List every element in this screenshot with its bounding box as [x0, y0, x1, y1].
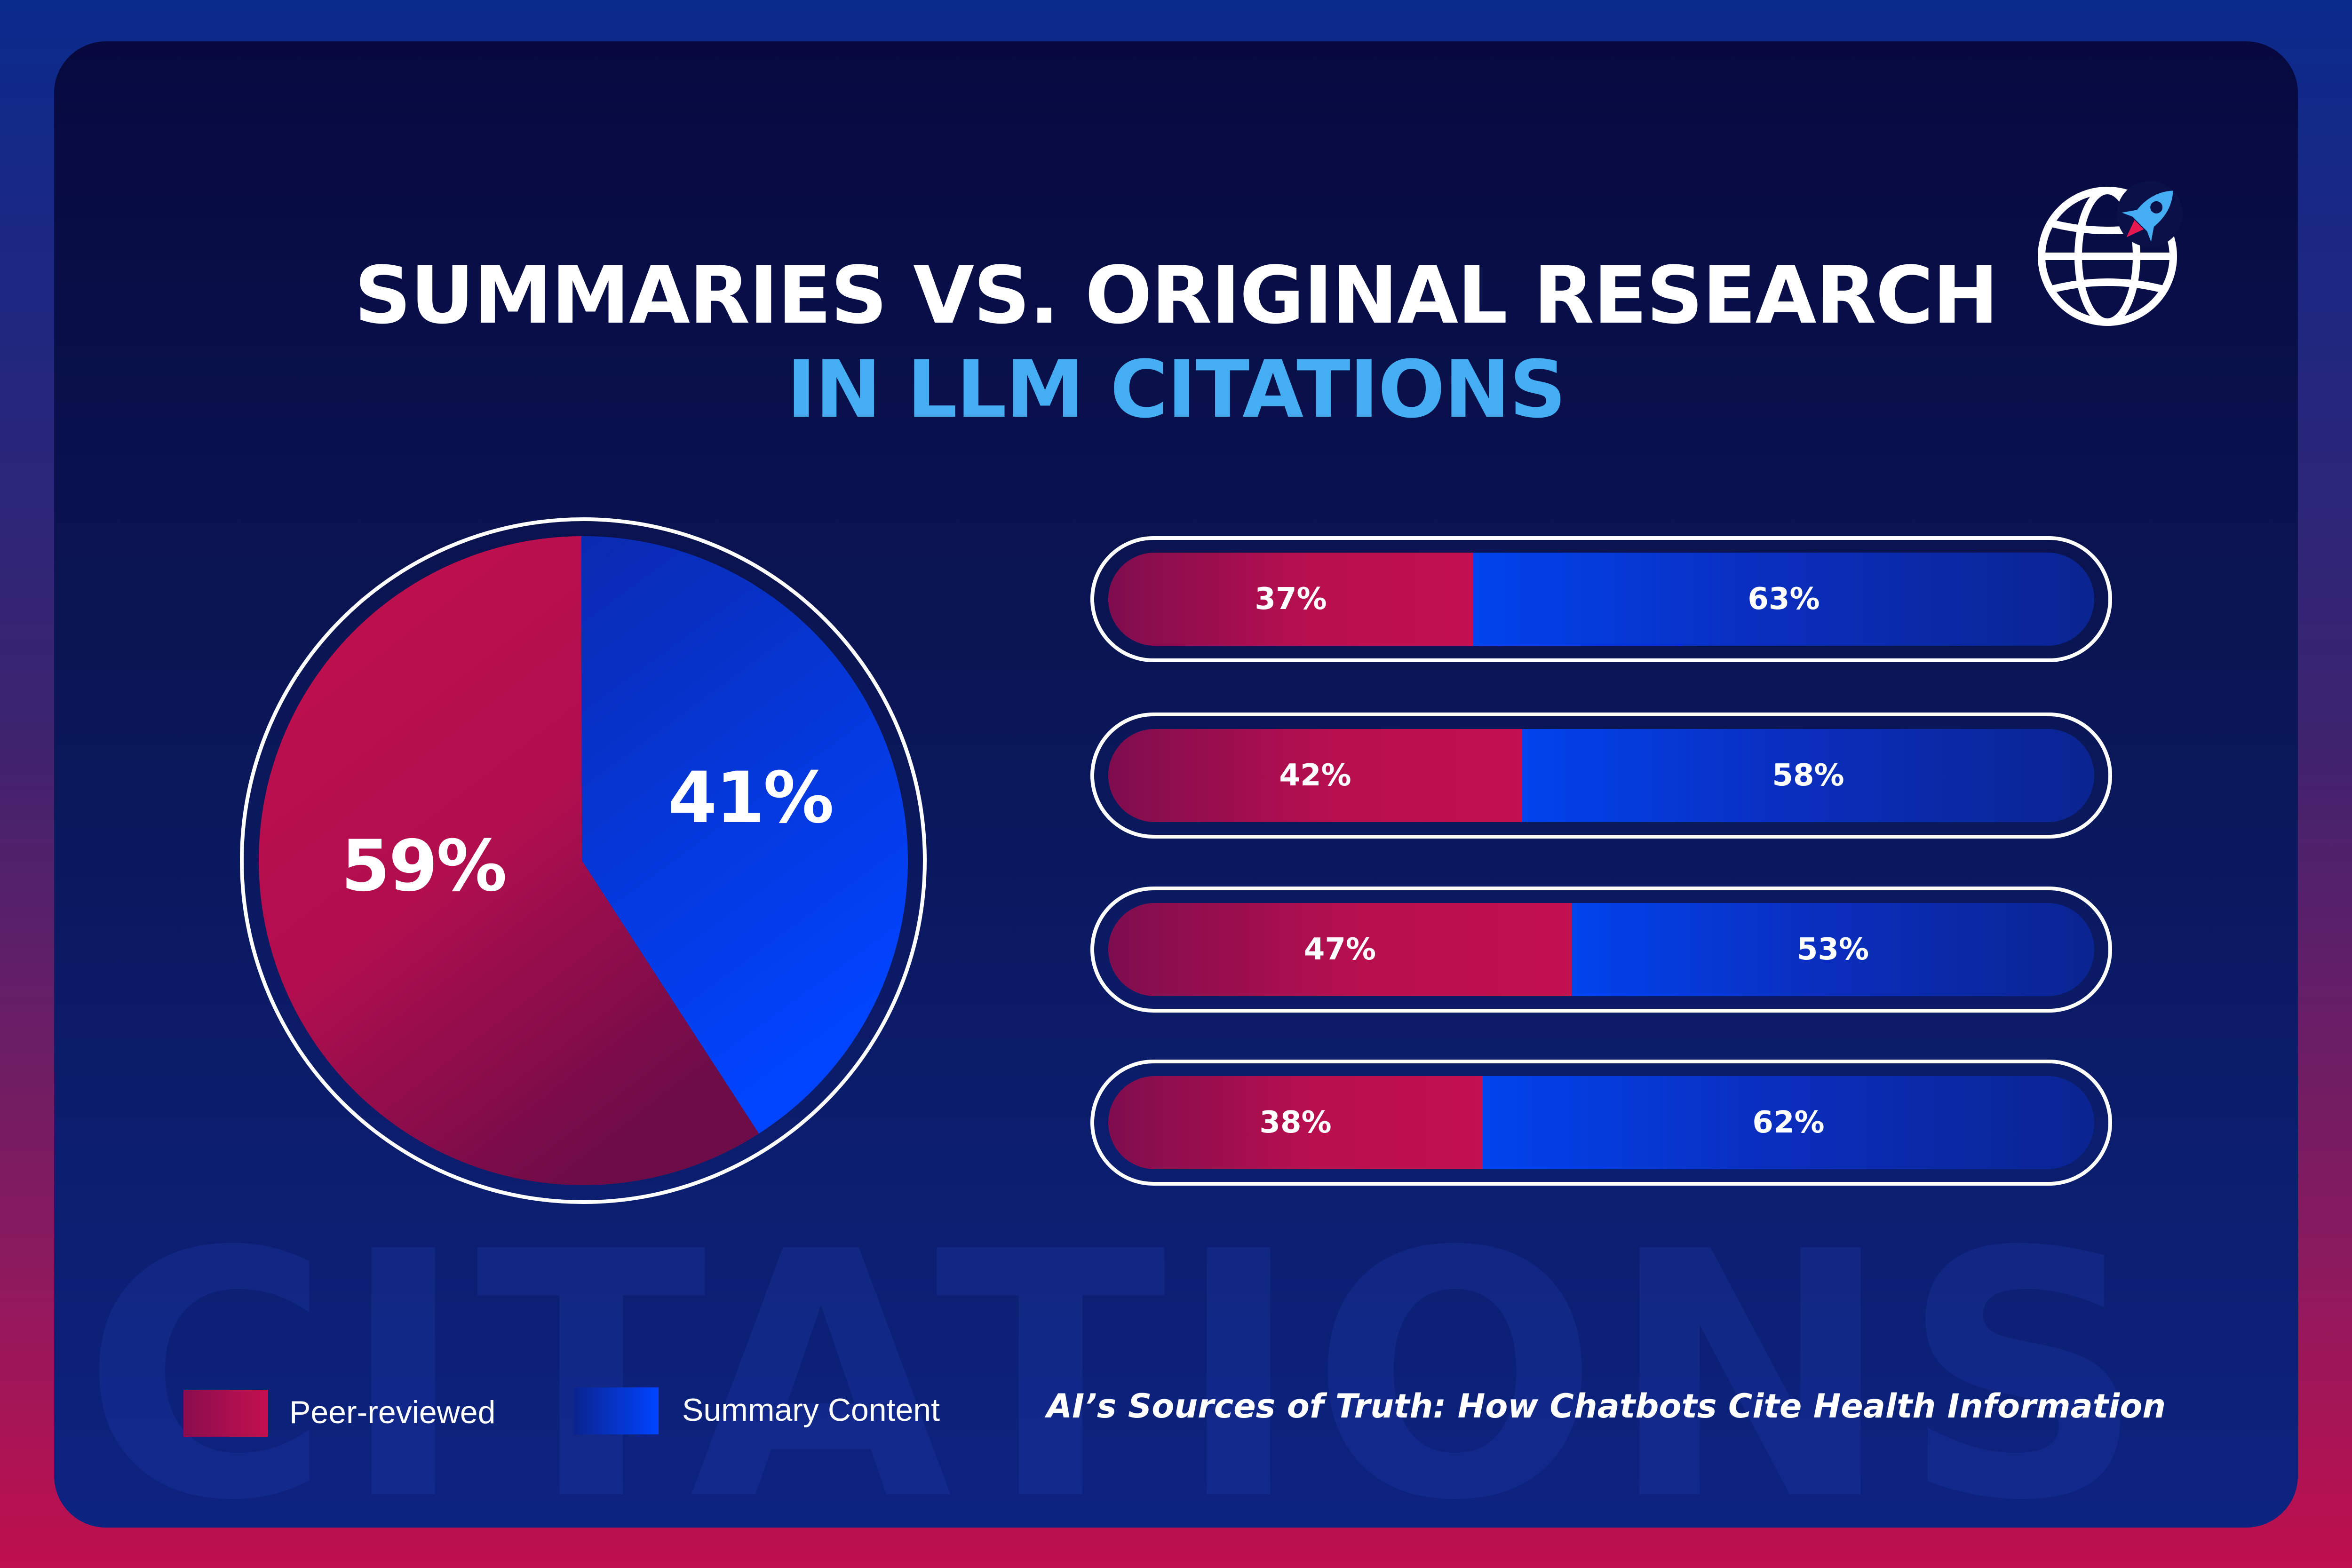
bar-segment-peer-reviewed: 47% [1108, 903, 1572, 996]
bar-label-summary: 63% [1748, 582, 1820, 617]
watermark-text: CITATIONS [82, 1227, 2155, 1528]
bar-label-peer-reviewed: 38% [1259, 1105, 1332, 1140]
title-line-2: IN LLM CITATIONS [787, 343, 1566, 436]
bar-track: 42% 58% [1108, 729, 2094, 822]
bar-segment-peer-reviewed: 37% [1108, 553, 1473, 646]
bar-track: 38% 62% [1108, 1076, 2094, 1169]
pie-chart [258, 536, 908, 1185]
bar-label-peer-reviewed: 47% [1303, 932, 1376, 967]
bar-row: 47% 53% [1090, 887, 2112, 1013]
bar-segment-summary: 58% [1522, 729, 2094, 822]
bar-segment-summary: 53% [1572, 903, 2094, 996]
bar-label-peer-reviewed: 42% [1279, 758, 1351, 793]
pie-outer-ring [240, 517, 927, 1204]
bar-segment-peer-reviewed: 38% [1108, 1076, 1483, 1169]
bar-track: 47% 53% [1108, 903, 2094, 996]
bar-segment-summary: 63% [1473, 553, 2094, 646]
title-line-1: SUMMARIES VS. ORIGINAL RESEARCH [354, 249, 1999, 341]
source-caption: AI’s Sources of Truth: How Chatbots Cite… [1047, 1387, 2166, 1425]
legend-label-summary: Summary Content [682, 1392, 940, 1428]
pie-label-summary: 41% [668, 757, 834, 839]
chart-title: SUMMARIES VS. ORIGINAL RESEARCH IN LLM C… [54, 248, 2298, 436]
bar-label-peer-reviewed: 37% [1255, 582, 1327, 617]
pie-slice-peer-reviewed [258, 536, 759, 1185]
bar-label-summary: 53% [1796, 932, 1869, 967]
bar-label-summary: 58% [1772, 758, 1844, 793]
legend-swatch-summary [574, 1387, 659, 1434]
bar-segment-peer-reviewed: 42% [1108, 729, 1522, 822]
bar-row: 37% 63% [1090, 536, 2112, 662]
legend-label-peer-reviewed: Peer-reviewed [289, 1394, 496, 1430]
pie-slice-summary [581, 536, 908, 1134]
bar-track: 37% 63% [1108, 553, 2094, 646]
bar-segment-summary: 62% [1483, 1076, 2094, 1169]
legend-swatch-peer-reviewed [183, 1390, 268, 1437]
globe-rocket-icon [2038, 181, 2183, 326]
pie-label-peer-reviewed: 59% [341, 825, 507, 907]
bar-label-summary: 62% [1752, 1105, 1825, 1140]
bar-row: 38% 62% [1090, 1060, 2112, 1186]
bar-row: 42% 58% [1090, 713, 2112, 839]
